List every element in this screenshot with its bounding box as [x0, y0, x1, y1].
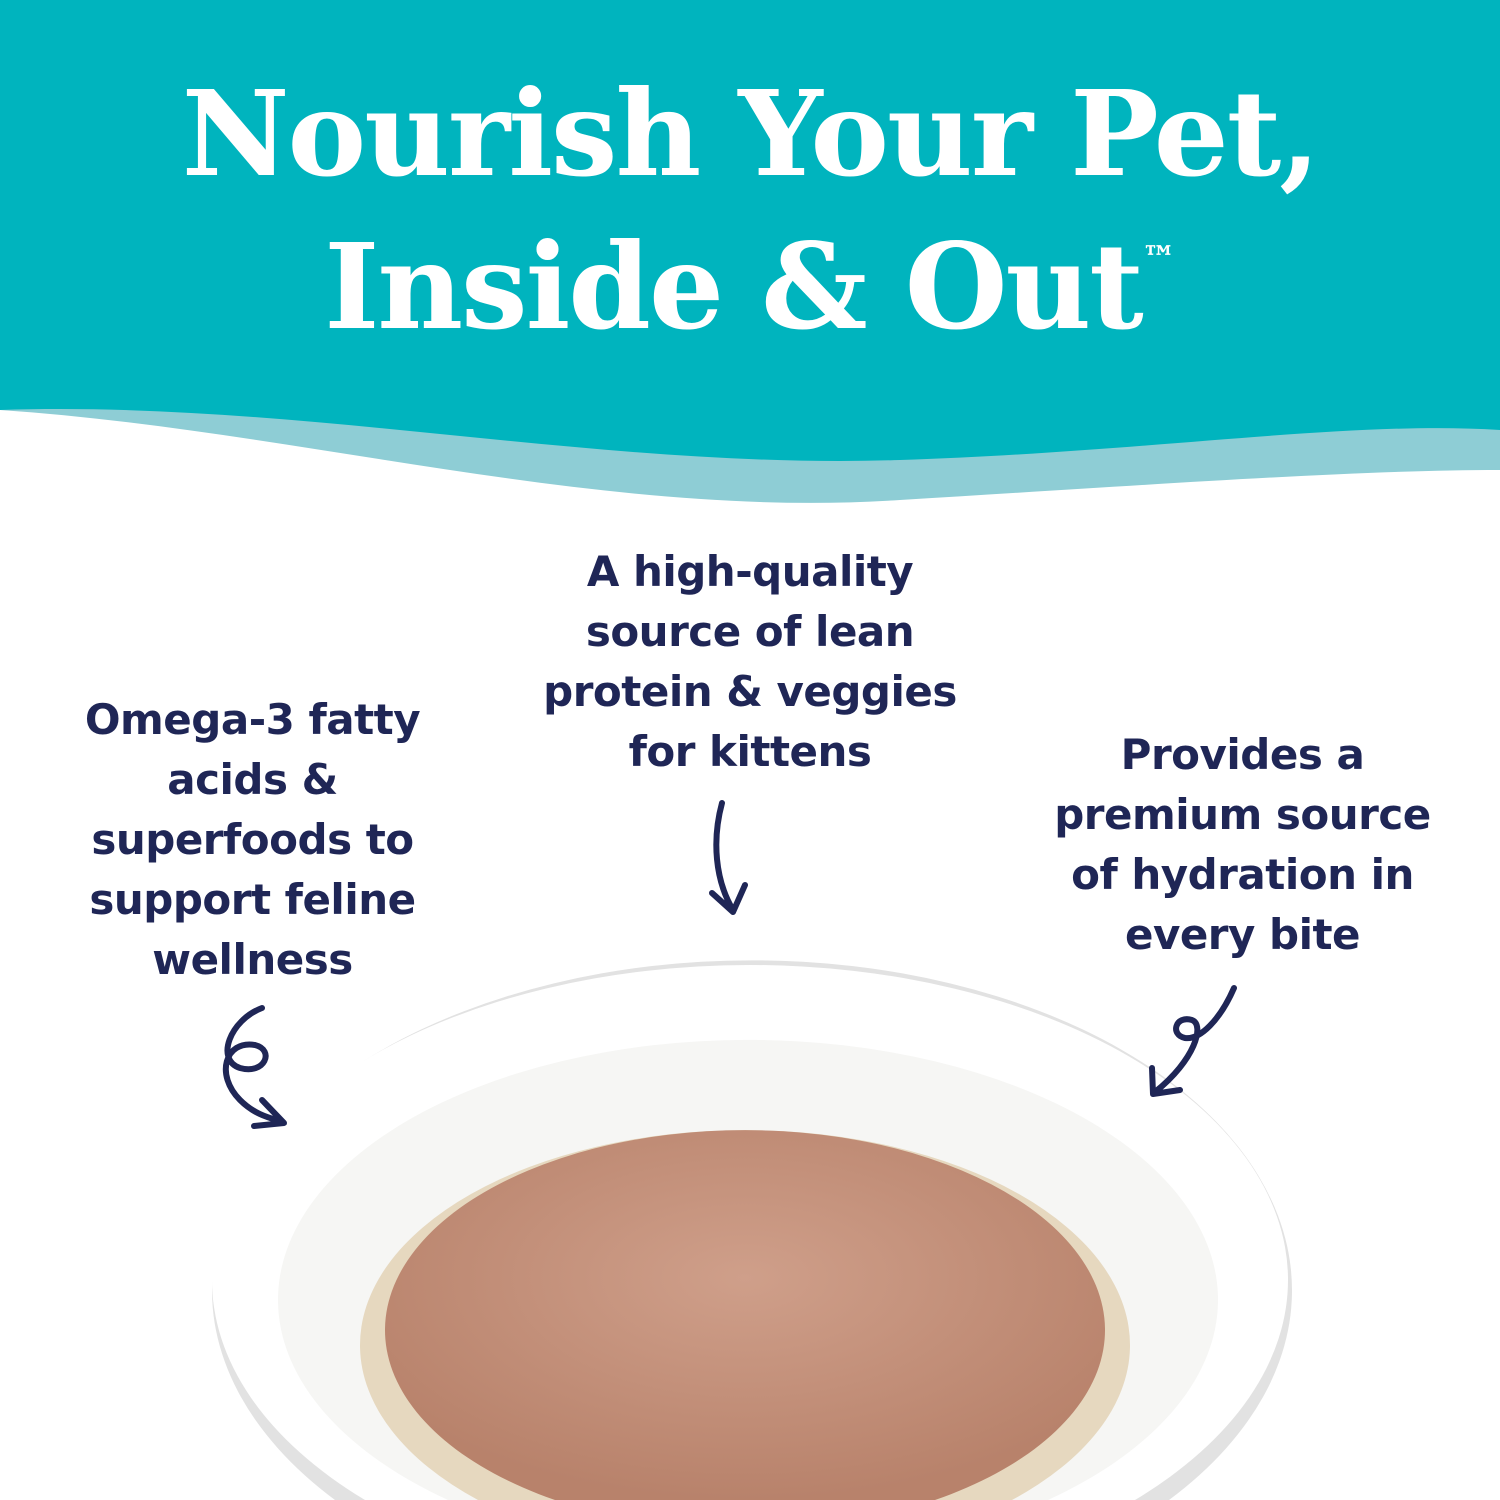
callout-line: protein & veggies [543, 667, 957, 716]
loop-arrow-icon [1149, 985, 1237, 1097]
callout-line: Provides a [1120, 730, 1365, 779]
callout-line: wellness [152, 935, 353, 984]
down-arrow-icon [709, 800, 748, 915]
callout-line: for kittens [628, 727, 872, 776]
trademark-symbol: ™ [1141, 239, 1176, 279]
callout-line: acids & [167, 755, 338, 804]
headline-line1: Nourish Your Pet, [181, 64, 1321, 203]
callout-protein: A high-quality source of lean protein & … [500, 542, 1000, 782]
curly-arrow-icon [222, 1005, 287, 1129]
callout-line: of hydration in [1071, 850, 1414, 899]
callout-line: support feline [89, 875, 416, 924]
callout-line: Omega-3 fatty [84, 695, 421, 744]
callout-line: premium source [1054, 790, 1431, 839]
callout-line: superfoods to [91, 815, 414, 864]
callout-hydration: Provides a premium source of hydration i… [1000, 725, 1485, 965]
pate-food [385, 1130, 1106, 1500]
headline-text: Inside & Out [324, 217, 1144, 356]
header-band [0, 0, 1500, 461]
callout-line: A high-quality [586, 547, 914, 596]
callout-line: source of lean [585, 607, 915, 656]
callout-line: every bite [1124, 910, 1361, 959]
headline-line2: Inside & Out™ [0, 228, 1500, 346]
callout-omega3: Omega-3 fatty acids & superfoods to supp… [20, 690, 485, 990]
